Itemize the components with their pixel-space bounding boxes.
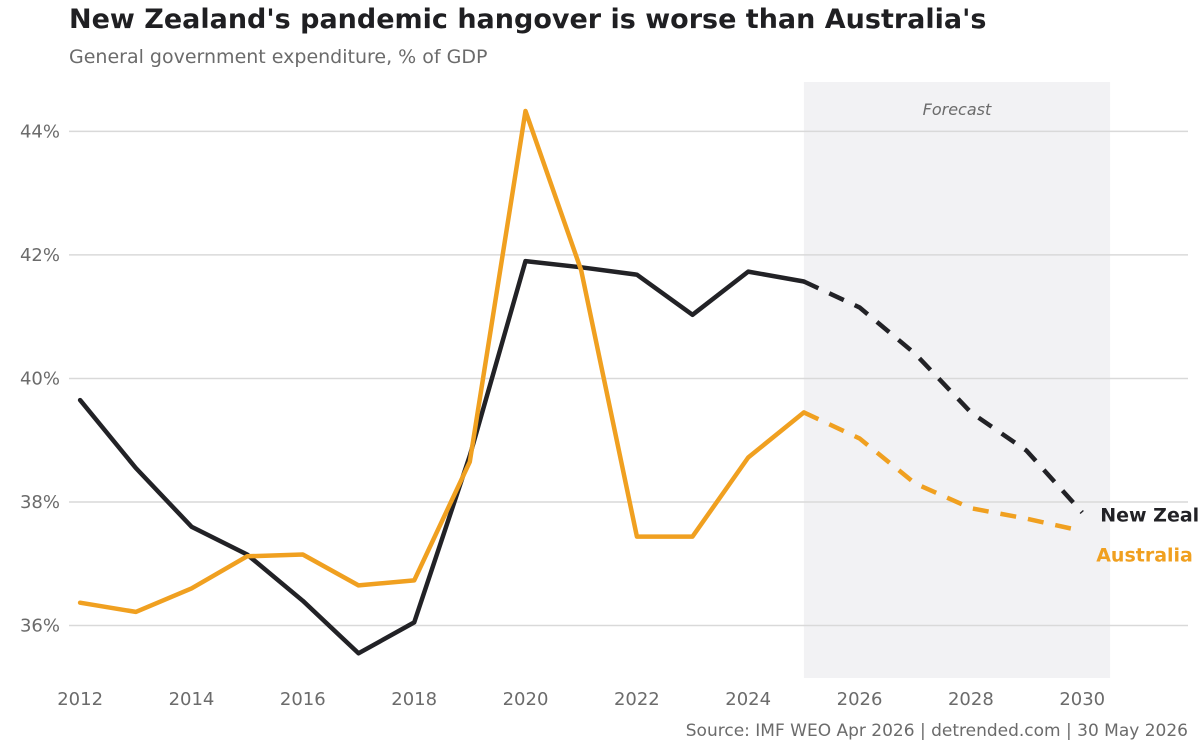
x-tick-label: 2012 [57,689,103,710]
series-line-new_zealand [77,258,807,656]
x-tick-label: 2024 [725,689,771,710]
y-tick-label: 40% [20,368,60,389]
series-label-australia: Australia [1096,544,1193,566]
x-tick-label: 2016 [280,689,326,710]
source-note: Source: IMF WEO Apr 2026 | detrended.com… [685,721,1188,741]
series-label-new_zealand: New Zealand [1100,504,1200,526]
forecast-band [803,82,1111,678]
x-tick-label: 2022 [614,689,660,710]
axis-layer: 36% 38% 40% 42% 44% 2012 2014 2016 2018 2020 2022 2… [20,121,1105,710]
x-tick-label: 2014 [169,689,215,710]
chart-title: New Zealand's pandemic hangover is worse… [69,4,987,35]
x-tick-label: 2020 [503,689,549,710]
series-line-australia [77,108,807,615]
series-forecast-line-australia [802,410,1083,534]
forecast-label: Forecast [923,100,992,119]
series-layer [77,108,1084,656]
x-tick-label: 2018 [391,689,437,710]
y-tick-label: 44% [20,121,60,142]
series-forecast-line-new_zealand [802,279,1084,515]
series-label-layer: New Zealand Australia [1096,504,1200,566]
chart-subtitle: General government expenditure, % of GDP [69,46,488,68]
x-tick-label: 2030 [1059,689,1105,710]
forecast-band-layer: Forecast [803,82,1111,678]
x-tick-label: 2028 [948,689,994,710]
y-tick-label: 42% [20,245,60,266]
y-tick-label: 36% [20,616,60,637]
y-tick-label: 38% [20,492,60,513]
x-tick-label: 2026 [837,689,883,710]
